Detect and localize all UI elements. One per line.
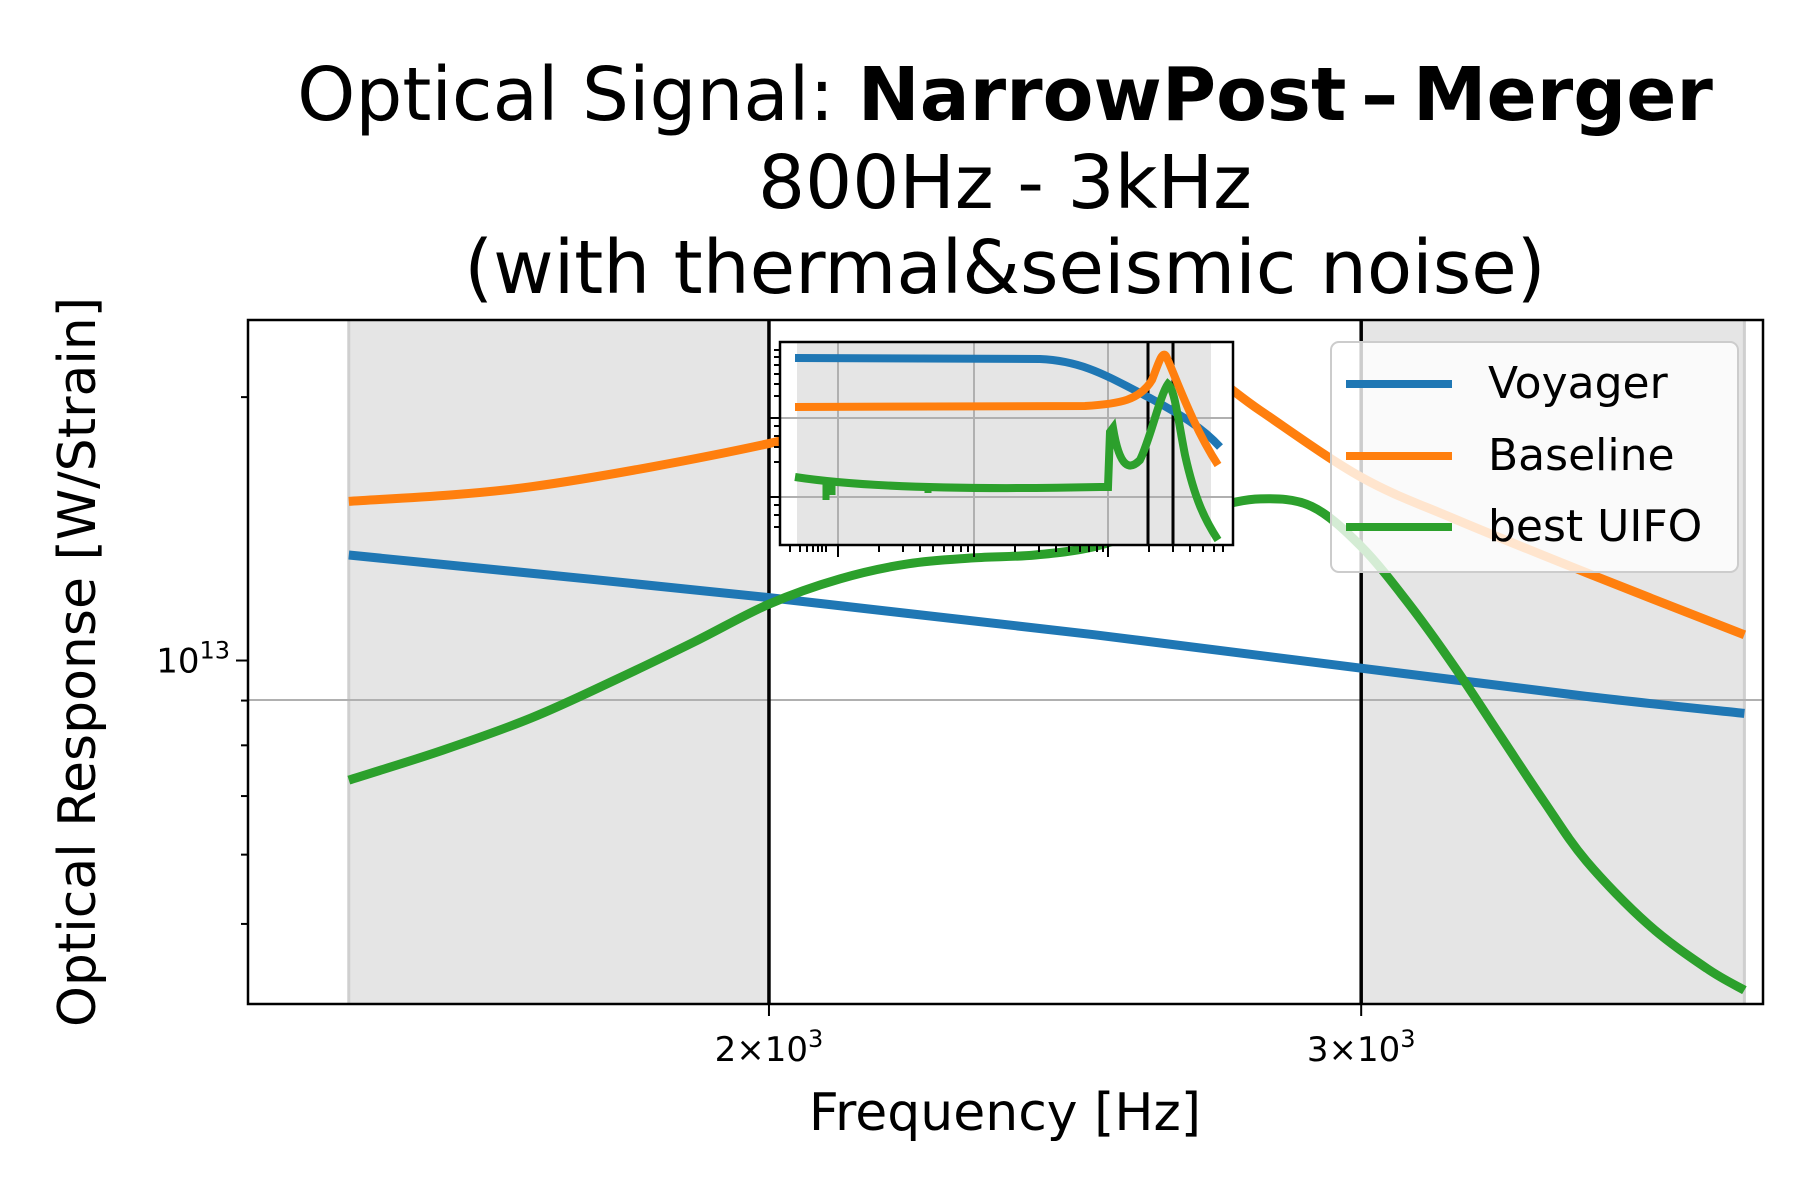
x-axis-label: Frequency [Hz] <box>809 1083 1201 1143</box>
x-tick-label-2000: 2×103 <box>715 1025 824 1070</box>
legend-box <box>1330 341 1739 573</box>
chart-title: Optical Signal: NarrowPost – Merger <box>180 58 1800 132</box>
inset-frame <box>778 340 1235 547</box>
y-tick-label: 1013 <box>156 637 230 682</box>
inset-axes <box>770 340 1235 557</box>
legend-label-best-uifo: best UIFO <box>1488 501 1702 552</box>
chart-title-prefix: Optical Signal: <box>297 52 858 138</box>
shaded-region-0 <box>348 320 769 1004</box>
inset-line-baseline <box>794 350 1222 468</box>
inset-line-best-uifo-spikes <box>822 478 932 500</box>
y-axis-label: Optical Response [W/Strain] <box>48 297 108 1027</box>
inset-x-ticks <box>789 545 1224 557</box>
inset-line-best-uifo <box>794 378 1222 543</box>
chart-subtitle-2: (with thermal&seismic noise) <box>464 225 1546 311</box>
y-minor-ticks <box>241 396 248 925</box>
inset-shaded-region <box>797 342 1211 545</box>
plot-frame <box>246 318 1765 1006</box>
series-line-voyager <box>348 550 1745 718</box>
legend-label-baseline: Baseline <box>1488 430 1675 481</box>
legend-label-voyager: Voyager <box>1488 358 1669 409</box>
legend: Voyager Baseline best UIFO <box>1330 341 1739 573</box>
inset-y-ticks <box>770 349 780 528</box>
chart-subtitle: 800Hz - 3kHz <box>758 140 1252 226</box>
chart-title-bold: NarrowPost – Merger <box>857 52 1713 138</box>
x-tick-label-3000: 3×103 <box>1307 1025 1416 1070</box>
